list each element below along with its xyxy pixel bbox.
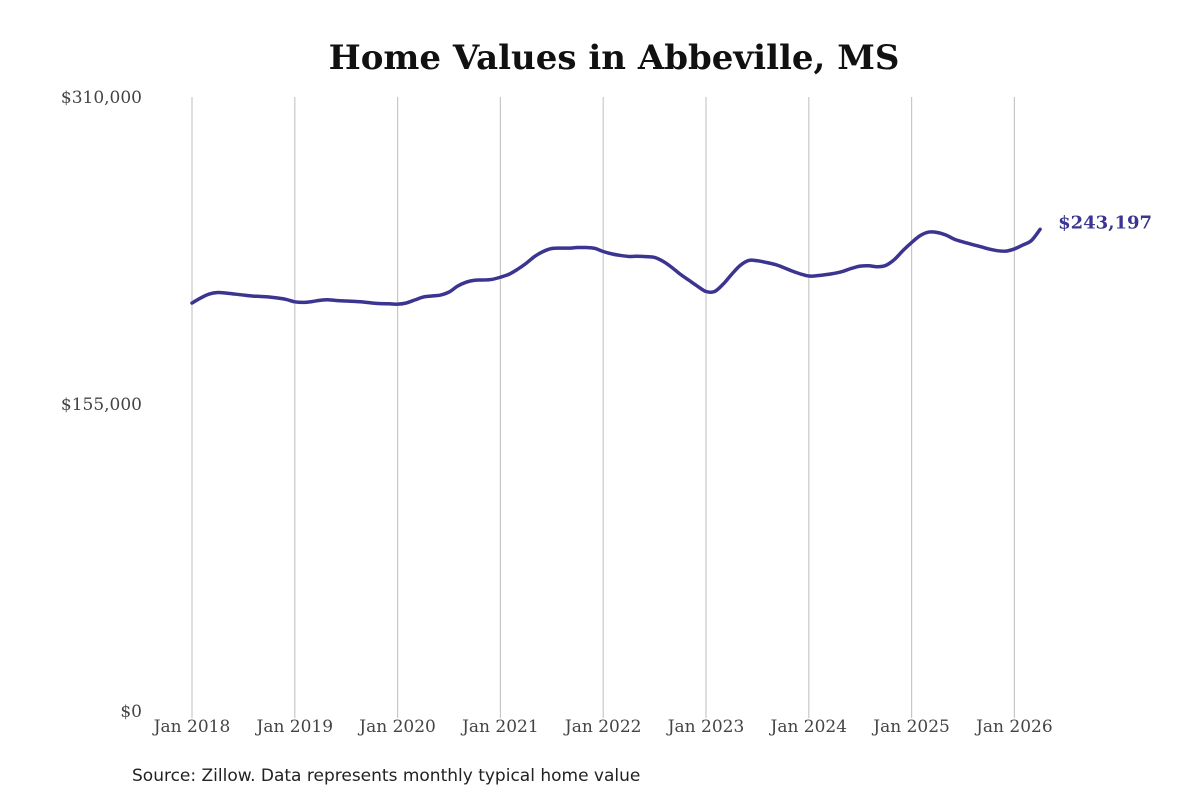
- y-tick-label: $0: [120, 702, 142, 722]
- x-tick-label: Jan 2021: [460, 717, 539, 737]
- x-tick-label: Jan 2019: [255, 717, 334, 737]
- chart-title: Home Values in Abbeville, MS: [329, 38, 900, 78]
- source-note: Source: Zillow. Data represents monthly …: [132, 766, 640, 786]
- x-tick-label: Jan 2025: [871, 717, 950, 737]
- x-tick-label: Jan 2024: [769, 717, 848, 737]
- x-tick-label: Jan 2020: [357, 717, 436, 737]
- series-line: [190, 227, 1042, 306]
- y-tick-label: $155,000: [61, 395, 142, 415]
- x-tick-label: Jan 2018: [152, 717, 231, 737]
- end-value-label: $243,197: [1058, 212, 1152, 233]
- x-tick-label: Jan 2022: [563, 717, 642, 737]
- x-tick-label: Jan 2026: [974, 717, 1053, 737]
- x-tick-label: Jan 2023: [666, 717, 745, 737]
- y-tick-label: $310,000: [61, 88, 142, 108]
